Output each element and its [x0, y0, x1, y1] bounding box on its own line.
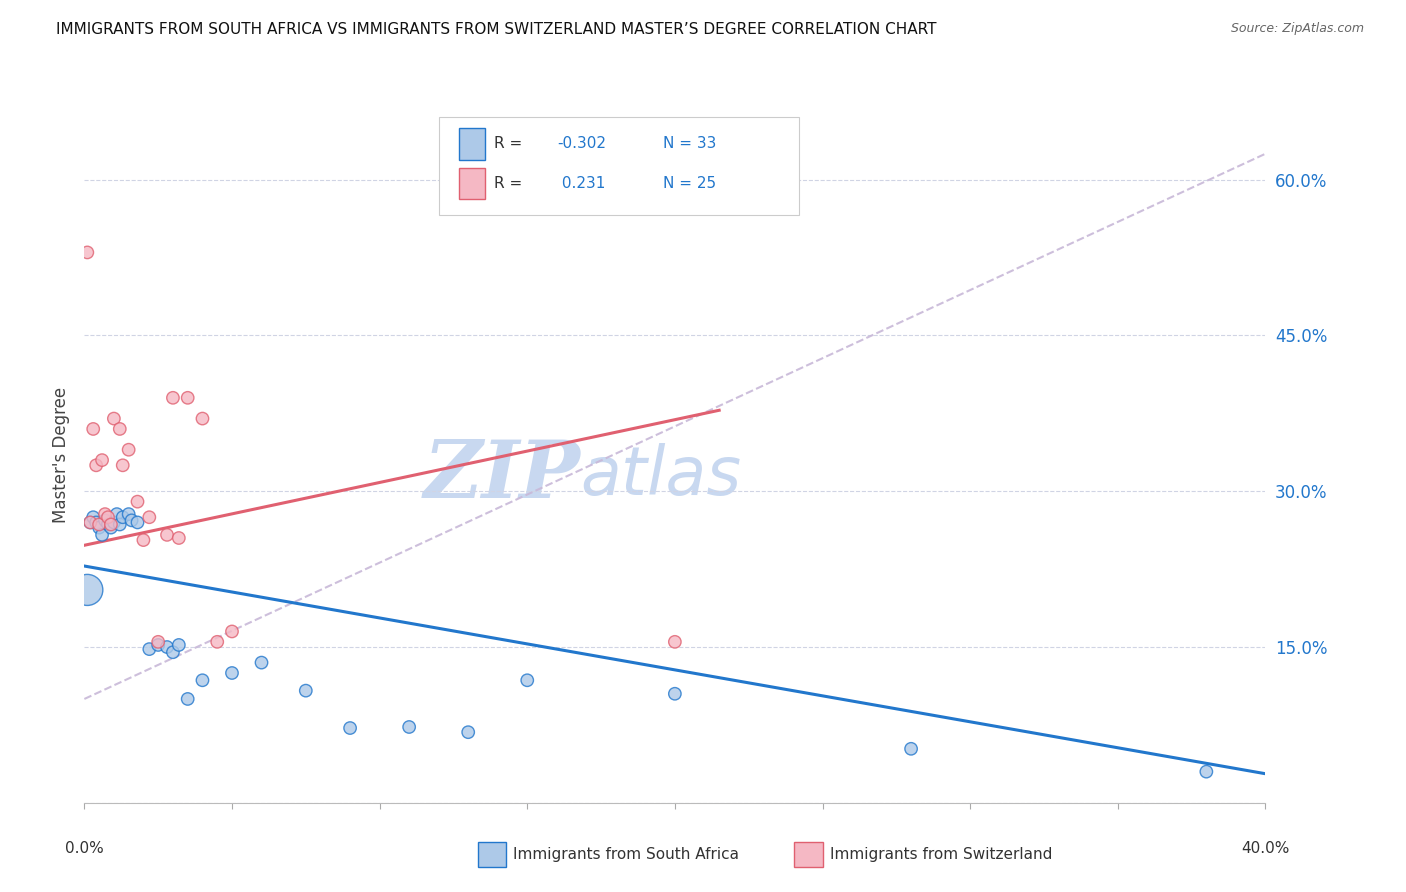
Point: [76, 582, 98, 597]
Point: [900, 741, 922, 756]
Point: [100, 517, 122, 532]
Text: Immigrants from South Africa: Immigrants from South Africa: [513, 847, 740, 862]
Bar: [458, 168, 485, 199]
Point: [82, 510, 104, 524]
Point: [127, 516, 149, 530]
Point: [76, 245, 98, 260]
Point: [148, 635, 170, 649]
Point: [664, 635, 686, 649]
Point: [91, 453, 114, 467]
Point: [84, 458, 107, 473]
Point: [177, 391, 200, 405]
Text: -0.302: -0.302: [557, 136, 606, 152]
Text: Immigrants from Switzerland: Immigrants from Switzerland: [830, 847, 1052, 862]
Bar: [458, 128, 485, 160]
Point: [295, 683, 318, 698]
Point: [398, 720, 420, 734]
Point: [177, 692, 200, 706]
Point: [97, 510, 120, 524]
FancyBboxPatch shape: [439, 118, 799, 215]
Text: 0.231: 0.231: [557, 176, 605, 191]
Point: [138, 510, 160, 524]
Point: [94, 513, 117, 527]
Text: 40.0%: 40.0%: [1241, 841, 1289, 856]
Point: [127, 494, 149, 508]
Point: [97, 517, 120, 532]
Point: [87, 520, 111, 534]
Point: [111, 458, 134, 473]
Point: [148, 638, 170, 652]
Point: [1195, 764, 1218, 779]
Point: [108, 422, 131, 436]
Point: [191, 673, 214, 688]
Point: [118, 442, 141, 457]
Point: [221, 665, 243, 680]
Point: [108, 517, 131, 532]
Point: [118, 507, 141, 521]
Point: [94, 507, 117, 521]
Point: [516, 673, 538, 688]
Point: [250, 656, 273, 670]
Point: [156, 640, 179, 654]
Point: [664, 687, 686, 701]
Point: [103, 516, 125, 530]
Point: [138, 642, 160, 657]
Text: atlas: atlas: [581, 442, 741, 508]
Text: R =: R =: [494, 136, 527, 152]
Point: [167, 531, 190, 545]
Point: [79, 516, 101, 530]
Point: [205, 635, 228, 649]
Point: [100, 520, 122, 534]
Point: [84, 516, 107, 530]
Point: [132, 533, 155, 547]
Point: [103, 411, 125, 425]
Point: [82, 422, 104, 436]
Point: [221, 624, 243, 639]
Point: [121, 513, 143, 527]
Text: ZIP: ZIP: [423, 437, 581, 515]
Y-axis label: Master's Degree: Master's Degree: [52, 387, 70, 523]
Point: [105, 507, 128, 521]
Text: Source: ZipAtlas.com: Source: ZipAtlas.com: [1230, 22, 1364, 36]
Text: IMMIGRANTS FROM SOUTH AFRICA VS IMMIGRANTS FROM SWITZERLAND MASTER’S DEGREE CORR: IMMIGRANTS FROM SOUTH AFRICA VS IMMIGRAN…: [56, 22, 936, 37]
Point: [156, 528, 179, 542]
Point: [457, 725, 479, 739]
Text: R =: R =: [494, 176, 527, 191]
Text: N = 25: N = 25: [664, 176, 716, 191]
Point: [79, 516, 101, 530]
Point: [191, 411, 214, 425]
Point: [162, 645, 184, 659]
Point: [162, 391, 184, 405]
Text: N = 33: N = 33: [664, 136, 717, 152]
Point: [339, 721, 361, 735]
Point: [167, 638, 190, 652]
Text: 0.0%: 0.0%: [65, 841, 104, 856]
Point: [91, 528, 114, 542]
Point: [111, 510, 134, 524]
Point: [87, 517, 111, 532]
